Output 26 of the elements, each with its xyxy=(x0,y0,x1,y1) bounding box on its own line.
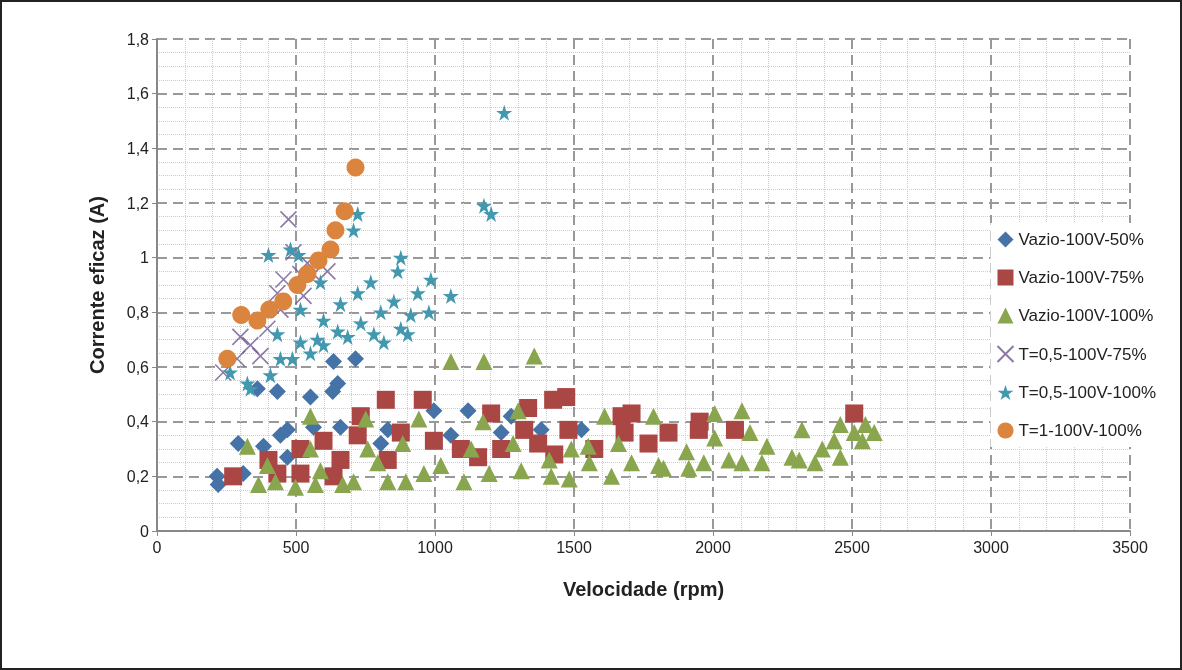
x-axis-title: Velocidade (rpm) xyxy=(562,578,725,600)
y-tick-label: 0,8 xyxy=(126,303,150,321)
x-tick-label: 2500 xyxy=(834,538,870,556)
legend-label: T=0,5-100V-100% xyxy=(1018,383,1156,402)
y-tick-label: 1,4 xyxy=(126,139,150,157)
x-tick-label: 2000 xyxy=(695,538,731,556)
x-tick-label: 500 xyxy=(282,538,310,556)
y-tick-label: 0,6 xyxy=(126,358,150,376)
y-tick-label: 0,2 xyxy=(126,467,150,485)
y-tick-label: 1,2 xyxy=(126,194,150,212)
y-tick-label: 0,4 xyxy=(126,413,150,431)
y-axis-title: Corrente eficaz (A) xyxy=(86,196,108,374)
legend-label: T=1-100V-100% xyxy=(1018,421,1142,440)
y-tick-label: 1,8 xyxy=(126,30,150,48)
y-tick-label: 1 xyxy=(140,249,150,267)
y-tick-label: 1,6 xyxy=(126,85,150,103)
legend-label: T=0,5-100V-75% xyxy=(1018,344,1147,364)
x-tick-label: 3500 xyxy=(1112,538,1148,556)
x-tick-label: 0 xyxy=(152,538,162,556)
legend-label: Vazio-100V-75% xyxy=(1018,268,1144,287)
x-tick-label: 1000 xyxy=(417,538,453,556)
x-tick-label: 3000 xyxy=(973,538,1009,556)
x-tick-label: 1500 xyxy=(556,538,592,556)
legend-label: Vazio-100V-50% xyxy=(1018,230,1144,249)
legend-label: Vazio-100V-100% xyxy=(1018,306,1154,325)
y-tick-label: 0 xyxy=(140,522,150,540)
